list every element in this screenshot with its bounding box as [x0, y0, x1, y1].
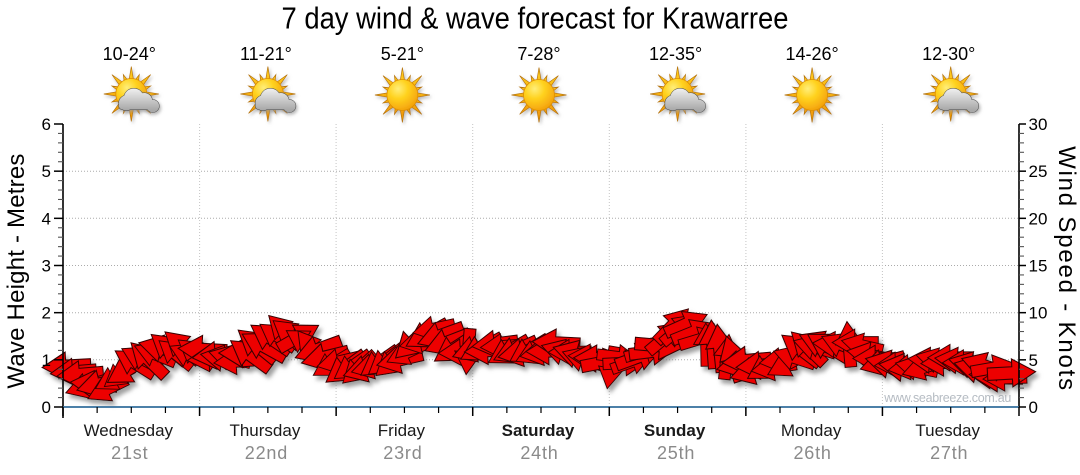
svg-text:1: 1 [42, 351, 51, 370]
svg-text:5-21°: 5-21° [381, 44, 424, 64]
svg-text:23rd: 23rd [383, 443, 422, 463]
svg-text:Sunday: Sunday [644, 421, 706, 440]
svg-text:Saturday: Saturday [502, 421, 575, 440]
svg-text:7 day wind & wave forecast for: 7 day wind & wave forecast for Krawarree [281, 2, 788, 35]
svg-text:3: 3 [42, 257, 51, 276]
svg-text:Wednesday: Wednesday [84, 421, 174, 440]
svg-text:14-26°: 14-26° [785, 44, 838, 64]
svg-text:30: 30 [1029, 115, 1048, 134]
svg-text:10-24°: 10-24° [103, 44, 156, 64]
svg-text:Friday: Friday [378, 421, 426, 440]
svg-text:22nd: 22nd [245, 443, 288, 463]
svg-text:20: 20 [1029, 209, 1048, 228]
svg-text:5: 5 [1029, 351, 1038, 370]
svg-text:7-28°: 7-28° [517, 44, 560, 64]
svg-text:21st: 21st [111, 443, 148, 463]
svg-text:12-30°: 12-30° [922, 44, 975, 64]
svg-text:Wind Speed - Knots: Wind Speed - Knots [1053, 146, 1080, 392]
svg-text:Tuesday: Tuesday [915, 421, 980, 440]
svg-text:10: 10 [1029, 304, 1048, 323]
svg-text:25th: 25th [657, 443, 695, 463]
svg-text:Monday: Monday [781, 421, 842, 440]
svg-text:24th: 24th [520, 443, 558, 463]
svg-text:12-35°: 12-35° [649, 44, 702, 64]
svg-text:11-21°: 11-21° [240, 44, 292, 64]
svg-text:15: 15 [1029, 257, 1048, 276]
svg-text:5: 5 [42, 162, 51, 181]
svg-text:0: 0 [1029, 398, 1038, 417]
svg-text:26th: 26th [793, 443, 831, 463]
svg-text:6: 6 [42, 115, 51, 134]
svg-text:27th: 27th [930, 443, 968, 463]
svg-text:Thursday: Thursday [229, 421, 300, 440]
svg-text:2: 2 [42, 304, 51, 323]
svg-text:www.seabreeze.com.au: www.seabreeze.com.au [883, 391, 1011, 405]
svg-text:4: 4 [42, 209, 51, 228]
svg-text:25: 25 [1029, 162, 1048, 181]
svg-text:Wave Height - Metres: Wave Height - Metres [3, 153, 30, 388]
svg-text:0: 0 [42, 398, 51, 417]
